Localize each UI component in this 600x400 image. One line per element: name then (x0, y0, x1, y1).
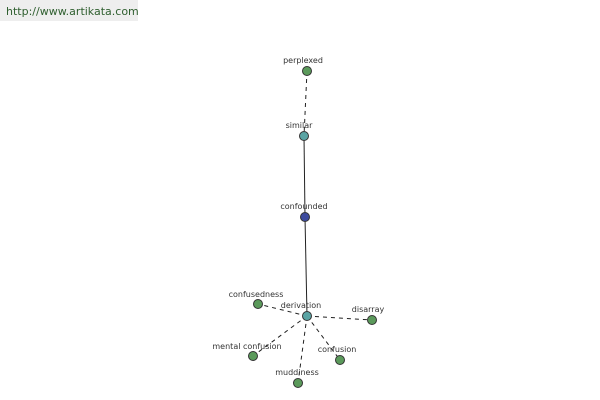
node[interactable] (302, 311, 312, 321)
edge (306, 315, 373, 321)
node[interactable] (253, 299, 263, 309)
node-label[interactable]: confusion (318, 345, 357, 354)
url-text[interactable]: http://www.artikata.com (6, 5, 139, 18)
edge (297, 315, 308, 384)
node[interactable] (299, 131, 309, 141)
node-label[interactable]: confounded (280, 202, 327, 211)
node-label[interactable]: confusedness (229, 290, 284, 299)
node-label[interactable]: mental confusion (212, 342, 281, 351)
node-label[interactable]: similar (286, 121, 314, 130)
node[interactable] (335, 355, 345, 365)
node-label[interactable]: derivation (281, 301, 321, 310)
node[interactable] (293, 378, 303, 388)
edge (306, 315, 341, 361)
node-label[interactable]: perplexed (283, 56, 323, 65)
node-label[interactable]: disarray (352, 305, 385, 314)
edge (304, 216, 308, 317)
node[interactable] (367, 315, 377, 325)
edge (303, 70, 308, 137)
edge (252, 315, 308, 357)
edge (303, 135, 306, 218)
node[interactable] (248, 351, 258, 361)
node[interactable] (300, 212, 310, 222)
node[interactable] (302, 66, 312, 76)
edge (257, 303, 308, 317)
url-box (0, 0, 138, 21)
node-label[interactable]: muddiness (275, 368, 319, 377)
